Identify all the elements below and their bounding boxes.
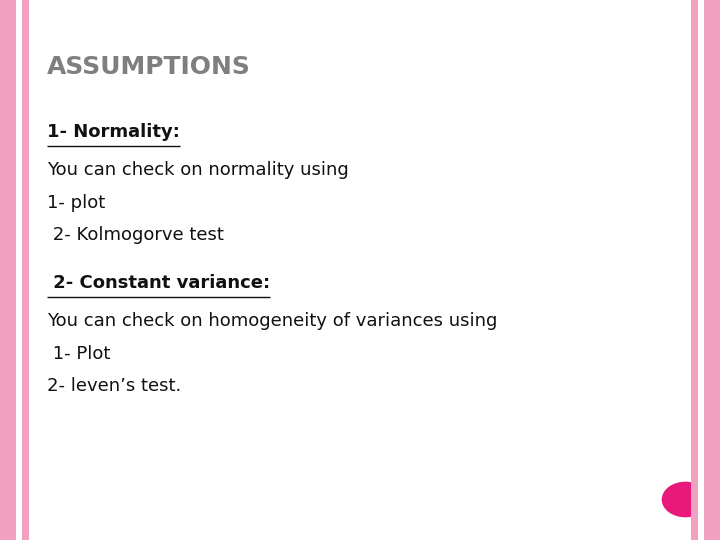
Text: 1- Plot: 1- Plot [47, 345, 110, 363]
Text: 1- plot: 1- plot [47, 193, 105, 212]
Circle shape [662, 482, 709, 517]
Text: You can check on homogeneity of variances using: You can check on homogeneity of variance… [47, 312, 498, 330]
Text: ASSUMPTIONS: ASSUMPTIONS [47, 56, 251, 79]
Text: 2- Constant variance:: 2- Constant variance: [47, 274, 270, 293]
Text: 2- Kolmogorve test: 2- Kolmogorve test [47, 226, 224, 244]
Text: 2- leven’s test.: 2- leven’s test. [47, 377, 181, 395]
Text: 1- Normality:: 1- Normality: [47, 123, 180, 141]
Text: You can check on normality using: You can check on normality using [47, 161, 348, 179]
